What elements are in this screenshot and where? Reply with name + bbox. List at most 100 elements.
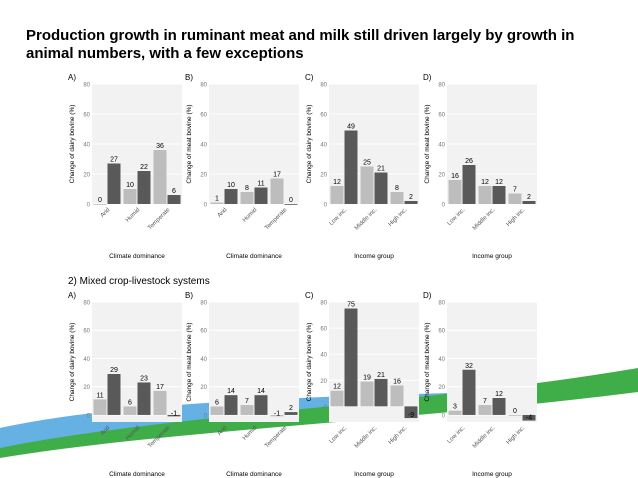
y-tick-label: 40 xyxy=(200,357,207,363)
bar-dark xyxy=(344,130,358,204)
y-tick-label: 20 xyxy=(83,385,90,391)
bar-dark xyxy=(462,165,476,204)
x-tick-label: Middle inc. xyxy=(354,207,379,232)
x-tick-label: Arid xyxy=(217,425,229,437)
bar-light xyxy=(448,180,462,204)
data-label: 32 xyxy=(465,363,473,370)
y-tick-label: 60 xyxy=(200,329,207,335)
plot-background xyxy=(209,302,299,422)
bar-light xyxy=(210,406,224,415)
y-tick-label: 40 xyxy=(320,353,327,359)
bar-light xyxy=(448,410,462,415)
data-label: 12 xyxy=(481,179,489,186)
bar-light xyxy=(330,186,344,204)
bar-dark xyxy=(522,414,536,421)
y-axis-label: Change of dairy bovine (%) xyxy=(69,323,76,402)
y-tick-label: 80 xyxy=(83,301,90,307)
y-tick-label: 60 xyxy=(320,327,327,333)
y-tick-label: 40 xyxy=(320,143,327,149)
panel-label: B) xyxy=(185,73,193,82)
bar-light xyxy=(478,186,492,204)
data-label: 16 xyxy=(393,378,401,385)
y-tick-label: 60 xyxy=(83,329,90,335)
x-tick-label: High inc. xyxy=(388,207,409,228)
bar-dark xyxy=(404,201,418,204)
bar-light xyxy=(390,385,404,407)
x-tick-label: Temperate xyxy=(147,207,172,232)
bar-dark xyxy=(462,369,476,415)
x-axis-label: Climate dominance xyxy=(109,471,165,478)
x-tick-label: High inc. xyxy=(506,207,527,228)
data-label: 2 xyxy=(527,194,531,201)
chart-row2-panel-a: A) 0 20 40 60 80 Change of dairy bovine (%) 11 2… xyxy=(68,291,182,478)
panel-label: D) xyxy=(423,73,432,82)
data-label: 16 xyxy=(451,173,459,180)
y-tick-label: 20 xyxy=(438,173,445,179)
data-label: 8 xyxy=(395,185,399,192)
bar-dark xyxy=(344,308,358,407)
bar-light xyxy=(478,405,492,415)
data-label: 6 xyxy=(128,399,132,406)
x-tick-label: Middle inc. xyxy=(472,207,497,232)
data-label: -4 xyxy=(526,415,532,422)
chart-row1-panel-a: A) 0 20 40 60 80 Change of dairy bovine (%) 0 27… xyxy=(68,73,182,260)
section-label: 2) Mixed crop-livestock systems xyxy=(68,276,210,287)
data-label: 22 xyxy=(140,164,148,171)
y-axis-label: Change of dairy bovine (%) xyxy=(69,105,76,184)
y-tick-label: 60 xyxy=(438,329,445,335)
bar-dark xyxy=(374,172,388,204)
y-tick-label: 20 xyxy=(200,173,207,179)
x-tick-label: High inc. xyxy=(388,425,409,446)
bar-dark xyxy=(284,204,298,205)
y-tick-label: 0 xyxy=(442,203,446,209)
bar-light xyxy=(93,399,107,415)
data-label: 12 xyxy=(495,179,503,186)
x-tick-label: Temperate xyxy=(264,207,289,232)
x-axis-label: Climate dominance xyxy=(109,253,165,260)
x-tick-label: Low inc. xyxy=(447,207,467,227)
y-axis-label: Change of meat bovine (%) xyxy=(424,322,431,401)
chart-row2-panel-c: C) 0 20 40 60 80 Change of dairy bovine (%) 12 7… xyxy=(305,291,419,478)
bar-light xyxy=(270,414,284,417)
bar-light xyxy=(93,204,107,205)
y-tick-label: 80 xyxy=(83,83,90,89)
y-tick-label: 60 xyxy=(200,113,207,119)
x-axis-label: Climate dominance xyxy=(226,471,282,478)
bar-light xyxy=(330,390,344,407)
slide-title: Production growth in ruminant meat and m… xyxy=(26,27,575,62)
data-label: 21 xyxy=(377,372,385,379)
x-tick-label: Low inc. xyxy=(329,425,349,445)
bar-dark xyxy=(107,163,121,204)
data-label: 19 xyxy=(363,375,371,382)
x-tick-label: Temperate xyxy=(147,425,172,450)
y-tick-label: 0 xyxy=(442,413,446,419)
bar-light xyxy=(390,192,404,204)
bar-light xyxy=(153,390,167,415)
data-label: 2 xyxy=(409,194,413,201)
plot-background xyxy=(92,302,182,422)
data-label: 10 xyxy=(227,182,235,189)
y-tick-label: 40 xyxy=(200,143,207,149)
data-label: 26 xyxy=(465,158,473,165)
bar-dark xyxy=(284,412,298,415)
bar-dark xyxy=(492,398,506,415)
x-tick-label: Arid xyxy=(217,207,229,219)
bar-dark xyxy=(137,171,151,204)
y-tick-label: 0 xyxy=(324,405,328,411)
bar-light xyxy=(123,189,137,204)
data-label: 11 xyxy=(96,392,103,399)
bar-light xyxy=(240,192,254,204)
x-tick-label: Humid xyxy=(125,425,142,442)
data-label: -9 xyxy=(408,412,414,419)
data-label: 0 xyxy=(289,197,293,204)
y-tick-label: 80 xyxy=(320,83,327,89)
bar-dark xyxy=(167,414,181,417)
chart-row2-panel-d: D) 0 20 40 60 80 Change of meat bovine (%) 3 32 L… xyxy=(423,291,537,478)
data-label: 27 xyxy=(110,157,118,164)
plot-background xyxy=(447,302,537,422)
x-tick-label: Middle inc. xyxy=(472,425,497,450)
data-label: 1 xyxy=(215,196,219,203)
y-tick-label: 40 xyxy=(438,357,445,363)
bar-light xyxy=(270,178,284,204)
